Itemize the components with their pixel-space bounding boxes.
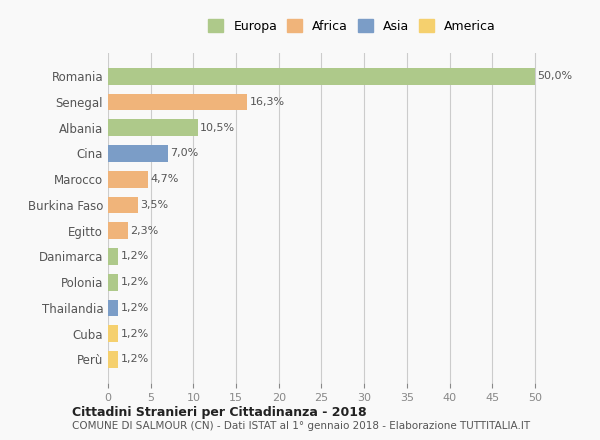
Bar <box>108 145 168 162</box>
Text: 1,2%: 1,2% <box>121 277 149 287</box>
Bar <box>108 274 118 290</box>
Bar <box>108 171 148 187</box>
Bar <box>108 325 118 342</box>
Text: 1,2%: 1,2% <box>121 329 149 339</box>
Text: 16,3%: 16,3% <box>250 97 285 107</box>
Bar <box>108 68 535 84</box>
Bar <box>108 94 247 110</box>
Bar <box>108 351 118 368</box>
Text: 1,2%: 1,2% <box>121 251 149 261</box>
Text: 1,2%: 1,2% <box>121 303 149 313</box>
Text: 10,5%: 10,5% <box>200 123 235 133</box>
Text: 7,0%: 7,0% <box>170 148 199 158</box>
Text: COMUNE DI SALMOUR (CN) - Dati ISTAT al 1° gennaio 2018 - Elaborazione TUTTITALIA: COMUNE DI SALMOUR (CN) - Dati ISTAT al 1… <box>72 421 530 431</box>
Text: 50,0%: 50,0% <box>538 71 572 81</box>
Bar <box>108 248 118 265</box>
Bar <box>108 300 118 316</box>
Text: Cittadini Stranieri per Cittadinanza - 2018: Cittadini Stranieri per Cittadinanza - 2… <box>72 406 367 419</box>
Text: 2,3%: 2,3% <box>130 226 158 236</box>
Bar <box>108 197 138 213</box>
Legend: Europa, Africa, Asia, America: Europa, Africa, Asia, America <box>208 19 496 33</box>
Text: 1,2%: 1,2% <box>121 355 149 364</box>
Bar <box>108 119 197 136</box>
Text: 4,7%: 4,7% <box>151 174 179 184</box>
Bar <box>108 222 128 239</box>
Text: 3,5%: 3,5% <box>140 200 169 210</box>
